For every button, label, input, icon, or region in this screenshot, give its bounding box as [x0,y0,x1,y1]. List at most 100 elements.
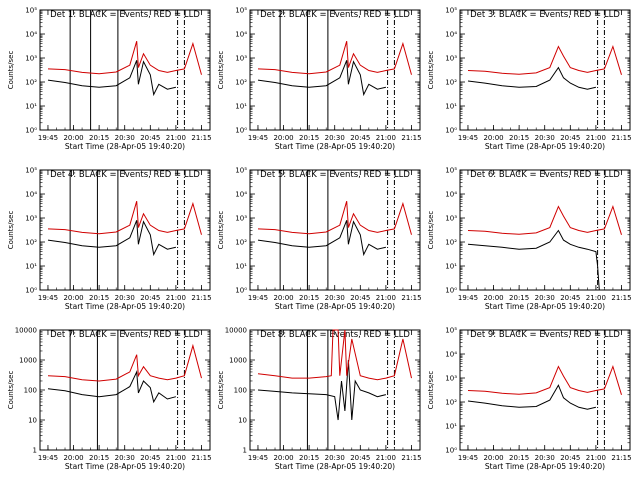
y-tick-label: 10000 [15,327,37,335]
y-tick-label: 10¹ [445,103,457,111]
lld-series-line [467,44,622,75]
y-tick-label: 10⁵ [25,167,37,175]
events-series-line [47,220,177,257]
panel-det-7: Det 7: BLACK = Events, RED = LLD 1 10 100 10… [7,327,212,472]
x-tick-label: 20:30 [115,454,135,462]
x-tick-label: 19:45 [458,454,478,462]
y-tick-label: 10⁰ [445,447,457,455]
panel-det-5: Det 5: BLACK = Events, RED = LLD 10⁰ 10¹ 10… [217,167,422,312]
y-axis-title: Counts/sec [427,371,435,410]
x-tick-label: 20:30 [325,454,345,462]
panel-det-2: Det 2: BLACK = Events, RED = LLD 10⁰ 10¹ 10… [217,7,422,152]
x-axis-title: Start Time (28-Apr-05 19:40:20) [275,142,395,151]
x-tick-label: 21:00 [166,454,186,462]
y-tick-label: 10² [235,239,247,247]
y-tick-label: 10² [445,399,457,407]
y-tick-label: 10⁵ [445,167,457,175]
x-tick-label: 20:30 [325,134,345,142]
x-tick-label: 20:15 [299,134,319,142]
y-tick-label: 1000 [229,357,247,365]
y-tick-label: 10² [25,239,37,247]
x-axis-title: Start Time (28-Apr-05 19:40:20) [485,462,605,471]
y-axis-title: Counts/sec [217,211,225,250]
x-tick-label: 21:15 [191,134,211,142]
x-tick-label: 20:15 [509,134,529,142]
lld-series-line [47,201,202,235]
y-tick-label: 10000 [225,327,247,335]
y-tick-label: 10³ [25,215,37,223]
y-tick-label: 10⁰ [25,127,37,135]
x-tick-label: 19:45 [248,454,268,462]
x-tick-label: 20:00 [273,134,293,142]
x-tick-label: 20:00 [63,454,83,462]
x-tick-label: 19:45 [38,454,58,462]
y-tick-label: 10⁰ [235,287,247,295]
x-tick-label: 20:15 [509,294,529,302]
x-tick-label: 21:00 [586,134,606,142]
x-axis-title: Start Time (28-Apr-05 19:40:20) [65,302,185,311]
panel-title: Det 3: BLACK = Events, RED = LLD [470,10,620,20]
y-tick-label: 1000 [19,357,37,365]
x-tick-label: 21:00 [586,294,606,302]
y-axis-title: Counts/sec [427,51,435,90]
x-tick-label: 21:15 [611,294,631,302]
x-axis-title: Start Time (28-Apr-05 19:40:20) [485,142,605,151]
x-tick-label: 20:30 [325,294,345,302]
y-tick-label: 10 [238,417,247,425]
panel-det-8: Det 8: BLACK = Events, RED = LLD 1 10 100 10… [217,327,422,472]
y-tick-label: 10¹ [445,263,457,271]
y-axis-title: Counts/sec [217,51,225,90]
y-tick-label: 10⁴ [25,191,37,199]
x-axis-title: Start Time (28-Apr-05 19:40:20) [65,142,185,151]
y-tick-label: 10⁴ [235,31,247,39]
events-series-line [257,220,387,257]
x-tick-label: 19:45 [458,294,478,302]
y-tick-label: 10³ [445,375,457,383]
x-tick-label: 20:15 [299,294,319,302]
x-tick-label: 20:30 [535,134,555,142]
events-series-line [467,384,597,410]
y-tick-label: 10⁰ [445,287,457,295]
x-tick-label: 20:15 [89,134,109,142]
x-tick-label: 20:45 [560,294,580,302]
y-tick-label: 10⁰ [445,127,457,135]
x-tick-label: 21:15 [611,134,631,142]
y-tick-label: 10⁵ [25,7,37,15]
y-tick-label: 10⁰ [235,127,247,135]
x-tick-label: 20:15 [509,454,529,462]
y-tick-label: 10² [445,79,457,87]
panel-title: Det 7: BLACK = Events, RED = LLD [50,330,200,340]
x-tick-label: 20:00 [63,134,83,142]
x-axis-title: Start Time (28-Apr-05 19:40:20) [275,302,395,311]
x-tick-label: 21:15 [401,294,421,302]
panel-det-9: Det 9: BLACK = Events, RED = LLD 10⁰ 10¹ 10… [427,327,632,472]
y-tick-label: 100 [24,387,37,395]
y-tick-label: 10² [25,79,37,87]
y-tick-label: 10⁰ [25,287,37,295]
events-series-line [467,66,597,90]
panel-det-1: Det 1: BLACK = Events, RED = LLD 10⁰ 10¹ 10… [7,7,212,152]
x-tick-label: 21:15 [191,294,211,302]
x-tick-label: 21:00 [166,134,186,142]
x-tick-label: 21:15 [401,454,421,462]
y-tick-label: 10⁴ [445,351,457,359]
y-tick-label: 10¹ [25,103,37,111]
y-tick-label: 10¹ [235,263,247,271]
events-series-line [257,359,387,421]
events-series-line [467,229,600,291]
x-tick-label: 20:45 [140,134,160,142]
y-tick-label: 10¹ [445,423,457,431]
y-tick-label: 10⁴ [445,191,457,199]
y-tick-label: 10⁵ [235,7,247,15]
lld-series-line [47,41,202,75]
y-tick-label: 10⁵ [235,167,247,175]
x-tick-label: 19:45 [38,294,58,302]
x-axis-title: Start Time (28-Apr-05 19:40:20) [485,302,605,311]
y-tick-label: 10³ [25,55,37,63]
panel-title: Det 2: BLACK = Events, RED = LLD [260,10,410,20]
x-tick-label: 20:30 [535,294,555,302]
y-tick-label: 10⁴ [25,31,37,39]
x-tick-label: 20:45 [140,294,160,302]
y-tick-label: 100 [234,387,247,395]
